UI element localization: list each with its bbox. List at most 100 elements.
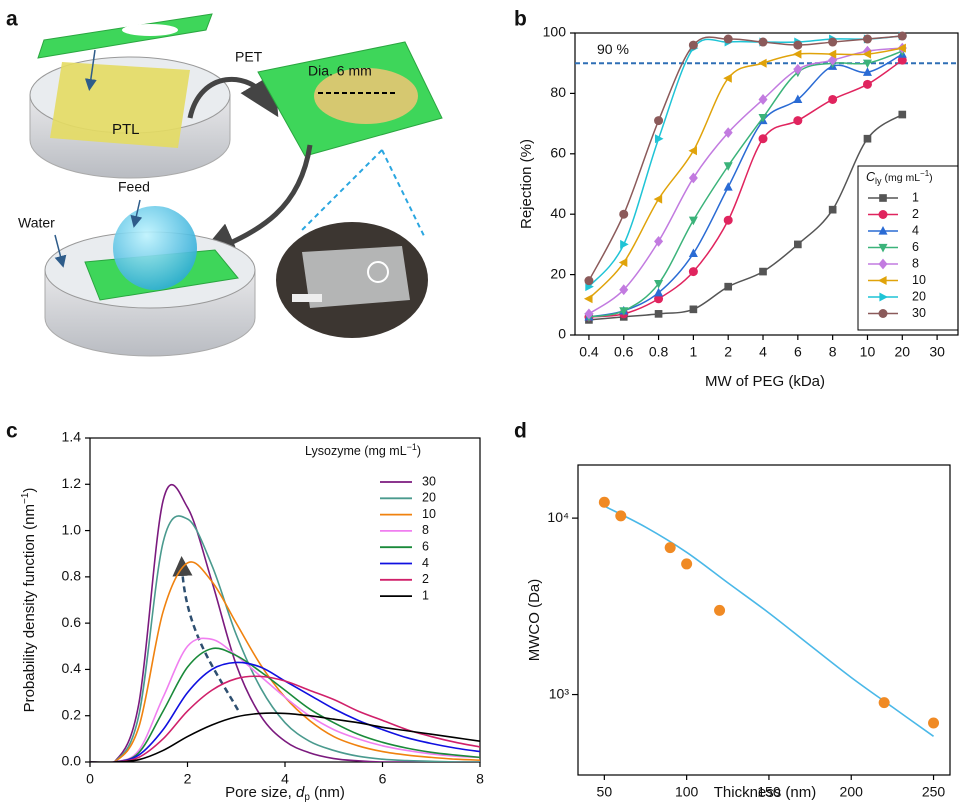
marker [794,241,802,249]
y-tick-label: 1.2 [62,475,82,491]
legend-label: 6 [422,539,429,553]
marker [829,206,837,214]
data-point [879,697,890,708]
x-tick-label: 30 [929,344,945,360]
x-axis-title: MW of PEG (kDa) [705,373,825,390]
y-tick-label: 10⁴ [547,509,569,525]
legend-label: 1 [422,588,429,602]
marker [793,64,802,75]
x-tick-label: 6 [379,771,387,787]
marker [879,309,888,318]
series-line [589,60,902,317]
arrow [215,145,310,250]
marker [655,310,663,318]
legend-label: 8 [912,256,919,270]
zoom-line [382,150,425,238]
series-line [90,638,480,763]
legend-label: 2 [422,572,429,586]
legend-label: 30 [422,474,436,488]
marker [828,95,837,104]
y-tick-label: 0.0 [62,753,82,769]
label-part: −1 [407,442,417,452]
panel-label: c [6,420,18,443]
y-tick-label: 1.4 [62,429,82,445]
marker [863,80,872,89]
marker [724,182,733,191]
legend-label: 6 [912,240,919,254]
data-point [599,497,610,508]
series-line [589,36,902,281]
data-point [665,542,676,553]
marker [688,146,697,155]
marker [724,35,733,44]
marker [864,135,872,143]
legend-label: 8 [422,523,429,537]
legend-label: 30 [912,306,926,320]
marker [689,217,698,226]
series-line [589,48,902,299]
x-tick-label: 1 [689,344,697,360]
y-tick-label: 1.0 [62,521,82,537]
diagram-label: Water [18,215,55,231]
y-tick-label: 100 [543,24,567,40]
marker [690,306,698,314]
marker [654,116,663,125]
legend-title: Lysozyme (mg mL−1) [305,442,421,458]
marker [723,74,732,83]
label-part: Lysozyme (mg mL [305,444,407,458]
marker [793,41,802,50]
label-part: ) [21,488,38,493]
x-tick-label: 50 [597,784,613,800]
x-tick-label: 2 [184,771,192,787]
x-tick-label: 4 [281,771,289,787]
marker [879,194,887,202]
marker [724,216,733,225]
marker [759,268,767,276]
x-tick-label: 0.6 [614,344,634,360]
data-point [615,510,626,521]
legend-label: 4 [422,556,429,570]
zoom-line [300,150,382,232]
series-line [589,115,902,320]
photo-tab [292,294,322,302]
marker [619,258,628,267]
marker [689,267,698,276]
plot-frame [578,465,950,775]
series-line [589,54,902,317]
figure: a b c d PET PTL Dia. 6 mm Water Feed M [0,0,961,806]
diagram-label: Feed [118,179,150,195]
legend-label: 10 [912,273,926,287]
label-part: −1 [20,492,31,504]
marker [584,294,593,303]
marker [724,283,732,291]
marker [793,116,802,125]
legend-label: 10 [422,507,436,521]
legend-label: 2 [912,207,919,221]
x-tick-label: 8 [476,771,484,787]
marker [654,195,663,204]
x-tick-label: 0 [86,771,94,787]
schematic: PET PTL Dia. 6 mm Water Feed [18,14,442,356]
data-point [714,605,725,616]
y-tick-label: 0 [558,326,566,342]
x-tick-label: 150 [757,784,781,800]
pet-sheet [38,14,212,58]
label-part: (nm) [310,784,345,801]
x-tick-label: 10 [860,344,876,360]
reference-label: 90 % [597,41,629,57]
x-tick-label: 200 [840,784,864,800]
marker [863,35,872,44]
panel-label: a [6,8,18,31]
x-tick-label: 2 [724,344,732,360]
series-line [90,676,480,762]
marker [898,32,907,41]
label-part: ) [417,444,421,458]
legend-label: 4 [912,223,919,237]
marker [828,38,837,47]
marker [879,210,888,219]
legend-label: 20 [422,491,436,505]
panel-label: b [514,8,527,31]
y-tick-label: 0.2 [62,706,82,722]
x-tick-label: 20 [895,344,911,360]
marker [654,288,663,297]
